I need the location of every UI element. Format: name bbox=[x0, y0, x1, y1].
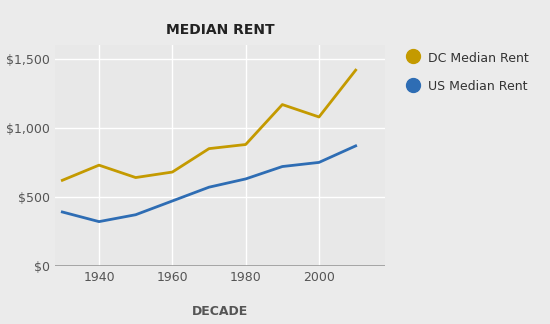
Legend: DC Median Rent, US Median Rent: DC Median Rent, US Median Rent bbox=[404, 47, 533, 97]
Title: MEDIAN RENT: MEDIAN RENT bbox=[166, 23, 274, 37]
Text: DECADE: DECADE bbox=[192, 305, 248, 318]
